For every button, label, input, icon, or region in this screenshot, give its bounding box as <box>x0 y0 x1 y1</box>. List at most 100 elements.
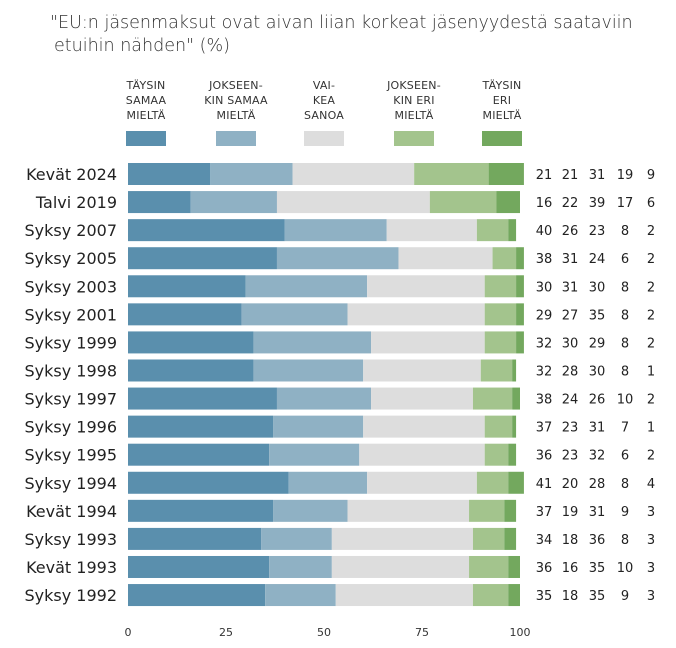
legend-swatch <box>216 131 256 146</box>
value-label: 19 <box>562 505 579 520</box>
bar-segment <box>128 359 254 382</box>
bar-segment <box>367 275 485 298</box>
value-label: 40 <box>536 224 553 239</box>
bar-segment <box>516 275 524 298</box>
bar-segment <box>128 219 285 242</box>
bar-segment <box>265 584 336 607</box>
category-label: Syksy 1995 <box>25 446 118 465</box>
value-label: 2 <box>647 393 655 408</box>
x-tick-label: 25 <box>219 626 233 639</box>
value-label: 35 <box>589 561 606 576</box>
category-label: Syksy 1996 <box>25 418 118 437</box>
category-label: Syksy 1998 <box>25 361 118 380</box>
value-label: 3 <box>647 561 655 576</box>
bar-segment <box>429 191 497 214</box>
bar-segment <box>273 415 364 438</box>
legend-label-line: MIELTÄ <box>483 109 522 122</box>
bar-segment <box>269 555 332 578</box>
bar-segment <box>245 275 368 298</box>
bar-segment <box>128 331 254 354</box>
value-label: 35 <box>589 308 606 323</box>
value-label: 1 <box>647 421 655 436</box>
value-label: 24 <box>562 393 579 408</box>
value-label: 8 <box>621 477 629 492</box>
bar-segment <box>128 527 262 550</box>
bar-segment <box>484 331 517 354</box>
value-label: 31 <box>562 280 579 295</box>
bar-segment <box>284 219 387 242</box>
bar-segment <box>190 191 277 214</box>
bar-segment <box>512 359 517 382</box>
bar-segment <box>347 499 470 522</box>
bar-segment <box>292 163 415 185</box>
legend-swatch <box>394 131 434 146</box>
bar-segment <box>476 219 509 242</box>
value-label: 2 <box>647 449 655 464</box>
value-label: 21 <box>536 168 553 183</box>
legend-label-line: KEA <box>313 94 336 107</box>
value-label: 32 <box>536 336 553 351</box>
legend-label-line: TÄYSIN <box>482 79 522 92</box>
value-label: 30 <box>589 280 606 295</box>
value-label: 8 <box>621 336 629 351</box>
bar-segment <box>508 555 520 578</box>
chart-title: "EU:n jäsenmaksut ovat aivan liian korke… <box>50 12 670 58</box>
value-label: 9 <box>647 168 655 183</box>
category-label: Kevät 1993 <box>26 558 117 577</box>
value-label: 23 <box>562 449 579 464</box>
bar-segment <box>261 527 332 550</box>
value-label: 32 <box>536 364 553 379</box>
category-label: Syksy 2001 <box>25 305 118 324</box>
bar-segment <box>371 387 473 410</box>
bar-segment <box>276 191 430 214</box>
bar-segment <box>276 387 372 410</box>
bar-segment <box>276 247 399 270</box>
value-label: 31 <box>589 168 606 183</box>
legend-label-line: MIELTÄ <box>217 109 256 122</box>
category-label: Syksy 1992 <box>25 586 118 605</box>
value-label: 8 <box>621 533 629 548</box>
bar-segment <box>331 527 473 550</box>
bar-segment <box>128 163 211 185</box>
value-label: 19 <box>617 168 634 183</box>
category-label: Syksy 1994 <box>25 474 118 493</box>
value-label: 31 <box>562 252 579 267</box>
value-label: 2 <box>647 308 655 323</box>
bar-segment <box>469 555 509 578</box>
bar-segment <box>128 555 270 578</box>
value-label: 38 <box>536 252 553 267</box>
legend-label-line: MIELTÄ <box>127 109 166 122</box>
legend-label-line: SANOA <box>304 109 344 122</box>
chart-title-line-1: "EU:n jäsenmaksut ovat aivan liian korke… <box>50 13 633 33</box>
value-label: 26 <box>589 393 606 408</box>
category-label: Syksy 2007 <box>25 221 118 240</box>
value-label: 10 <box>617 561 634 576</box>
value-label: 3 <box>647 589 655 604</box>
bar-segment <box>359 443 485 466</box>
value-label: 31 <box>589 505 606 520</box>
value-label: 2 <box>647 224 655 239</box>
bar-segment <box>508 471 524 494</box>
value-label: 10 <box>617 393 634 408</box>
bar-segment <box>347 303 485 326</box>
value-label: 9 <box>621 589 629 604</box>
bar-segment <box>469 499 505 522</box>
bar-segment <box>398 247 493 270</box>
bar-segment <box>269 443 360 466</box>
value-label: 34 <box>536 533 553 548</box>
legend-label-line: KIN ERI <box>393 94 434 107</box>
bar-segment <box>128 247 277 270</box>
value-label: 6 <box>647 196 655 211</box>
bar-segment <box>386 219 477 242</box>
value-label: 18 <box>562 533 579 548</box>
value-label: 2 <box>647 280 655 295</box>
value-label: 31 <box>589 421 606 436</box>
category-label: Talvi 2019 <box>35 193 117 212</box>
value-label: 6 <box>621 252 629 267</box>
legend-swatch <box>482 131 522 146</box>
value-label: 20 <box>562 477 579 492</box>
category-label: Syksy 1997 <box>25 390 118 409</box>
category-label: Syksy 1993 <box>25 530 118 549</box>
legend-label-line: MIELTÄ <box>395 109 434 122</box>
value-label: 29 <box>589 336 606 351</box>
